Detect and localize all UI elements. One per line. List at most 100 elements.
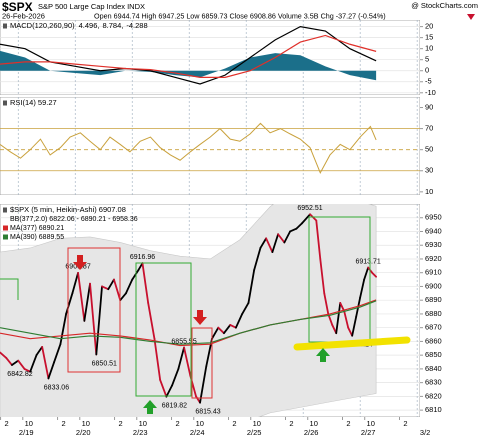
price-candle [235, 313, 244, 329]
y-tick-label: -10 [425, 88, 436, 97]
price-candle [165, 384, 174, 398]
y-tick-label: 6810 [425, 405, 442, 414]
low-label: 6842.82 [7, 371, 32, 378]
legend-icon [3, 23, 7, 29]
legend-icon [3, 225, 8, 231]
source: @ StockCharts.com [411, 1, 478, 10]
legend-icon [3, 234, 8, 240]
price-candle [83, 282, 91, 322]
y-tick-label: 6820 [425, 391, 442, 400]
low-label: 6833.06 [44, 384, 69, 391]
x-tick-label: 2 [232, 419, 236, 428]
y-tick-label: 50 [425, 145, 433, 154]
price-candle [29, 354, 38, 373]
legend-entry: MA(377) 6890.21 [10, 225, 64, 232]
quote: Open 6944.74 High 6947.25 Low 6859.73 Cl… [94, 11, 386, 20]
legend-icon [3, 207, 7, 213]
panel-title: $SPX (5 min, Heikin-Ashi) 6907.08 [10, 205, 126, 214]
price-candle [359, 278, 366, 299]
arrow-down [73, 255, 87, 270]
panel [0, 97, 420, 195]
price-candle [35, 346, 44, 357]
x-tick-label: 10 [196, 419, 204, 428]
y-tick-label: 6870 [425, 323, 442, 332]
date: 26-Feb-2026 [2, 11, 45, 20]
price-candle [65, 292, 74, 315]
y-tick-label: 90 [425, 103, 433, 112]
price-candle [107, 278, 115, 291]
panel [0, 204, 420, 417]
y-tick-label: -5 [425, 77, 432, 86]
price-candle [199, 365, 208, 404]
price-candle [141, 262, 150, 304]
x-tick-label: 10 [367, 419, 375, 428]
low-label: 6850.51 [92, 360, 117, 367]
date-label: 2/27 [361, 428, 376, 437]
series-line [0, 299, 377, 347]
macd-histogram [0, 50, 377, 81]
high-label: 6855.55 [171, 338, 196, 345]
legend-value: 4.496, [79, 21, 100, 30]
symbol: $SPX [2, 0, 33, 14]
price-candle [125, 278, 134, 295]
y-tick-label: 10 [425, 44, 433, 53]
date-label: 2/25 [247, 428, 262, 437]
arrow-down [193, 310, 207, 325]
price-candle [77, 271, 86, 322]
price-candle [101, 285, 110, 291]
price-candle [5, 357, 13, 366]
y-tick-label: 10 [425, 187, 433, 196]
y-tick-label: 15 [425, 33, 433, 42]
y-tick-label: 20 [425, 22, 433, 31]
price-candle [371, 271, 378, 278]
high-label: 6916.96 [130, 254, 155, 261]
price-candle [351, 315, 358, 337]
price-candle [41, 346, 50, 380]
date-label: 2/19 [19, 428, 34, 437]
y-tick-label: 70 [425, 124, 433, 133]
price-candle [241, 302, 250, 315]
price-candle [211, 326, 220, 340]
annotation-box [191, 327, 213, 399]
x-tick-label: 10 [253, 419, 261, 428]
x-tick-label: 2 [4, 419, 8, 428]
price-candle [223, 324, 232, 335]
x-tick-label: 2 [346, 419, 350, 428]
price-candle [217, 326, 225, 335]
price-candle [0, 351, 8, 359]
y-tick-label: 6860 [425, 336, 442, 345]
annotations [0, 216, 411, 414]
price-candle [229, 324, 237, 329]
bollinger-band [0, 204, 377, 417]
panel-title: RSI(14) 59.27 [10, 98, 57, 107]
y-tick-label: 6890 [425, 295, 442, 304]
price-candle [277, 233, 286, 244]
price-candle [113, 278, 122, 302]
arrow-up [316, 348, 330, 362]
price-candle [335, 302, 342, 335]
price-candle [183, 346, 192, 377]
price-candle [259, 237, 268, 249]
legend-value: 8.784, [102, 21, 123, 30]
low-label: 6815.43 [195, 409, 220, 416]
annotation-box [67, 247, 121, 373]
y-tick-label: 6840 [425, 364, 442, 373]
series-line [0, 300, 377, 345]
price-candle [295, 222, 303, 230]
price-candle [95, 285, 103, 356]
price-candle [343, 310, 350, 329]
index-name: S&P 500 Large Cap Index INDX [38, 2, 145, 11]
date-label: 2/20 [76, 428, 91, 437]
price-candle [159, 378, 168, 398]
series-line [0, 25, 377, 85]
price-candle [119, 292, 127, 302]
x-tick-label: 2 [289, 419, 293, 428]
price-candle [11, 359, 20, 366]
price-candle [177, 346, 185, 370]
price-candle [301, 213, 311, 225]
annotation-box [135, 262, 192, 397]
y-tick-label: 6850 [425, 350, 442, 359]
price-candle [47, 361, 56, 380]
price-candle [17, 359, 26, 370]
